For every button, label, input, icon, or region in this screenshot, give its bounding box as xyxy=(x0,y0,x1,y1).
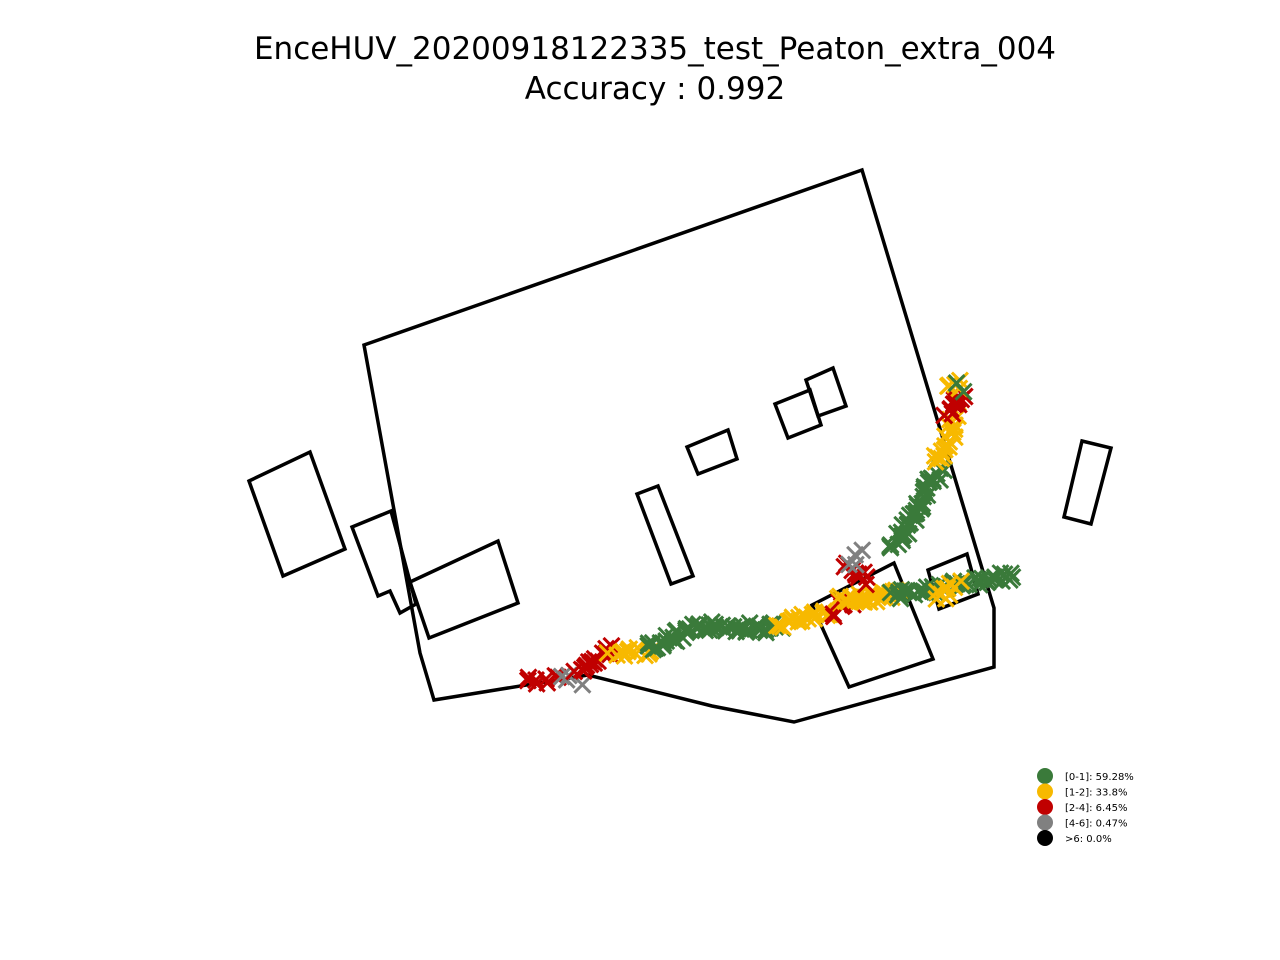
trajectory-point-1-2 xyxy=(945,420,964,439)
legend-label-0-1: [0-1]: 59.28% xyxy=(1065,772,1134,783)
trajectory-point-0-1 xyxy=(1001,564,1020,583)
trajectory-point-2-4 xyxy=(856,575,876,594)
trajectory-point-1-2 xyxy=(767,616,786,635)
trajectory-point-1-2 xyxy=(805,609,824,628)
trajectory-point-2-4 xyxy=(955,387,974,406)
trajectory-point-0-1 xyxy=(718,616,737,635)
building-small-top-outline xyxy=(803,365,849,419)
building-lower-left-outline xyxy=(407,538,521,641)
map-outlines xyxy=(246,167,1114,724)
trajectory-point-1-2 xyxy=(940,437,959,456)
chart-title: EnceHUV_20200918122335_test_Peaton_extra… xyxy=(254,31,1056,67)
legend-marker-6+ xyxy=(1037,830,1053,846)
legend: [0-1]: 59.28% [1-2]: 33.8% [2-4]: 6.45% [4-… xyxy=(1037,768,1134,846)
legend-label-2-4: [2-4]: 6.45% xyxy=(1065,803,1127,814)
legend-label-4-6: [4-6]: 0.47% xyxy=(1065,819,1127,830)
legend-marker-2-4 xyxy=(1037,799,1053,815)
legend-marker-4-6 xyxy=(1037,814,1053,831)
trajectory-point-1-2 xyxy=(952,572,971,591)
trajectory-point-2-4 xyxy=(949,395,968,414)
trajectory-point-0-1 xyxy=(1003,568,1022,587)
trajectory-point-4-6 xyxy=(839,555,859,574)
trajectory-markers xyxy=(518,371,1022,694)
building-far-right-outline xyxy=(1061,438,1114,527)
building-small-mid-outline xyxy=(684,427,740,477)
trajectory-point-4-6 xyxy=(853,541,872,560)
legend-label-6+: >6: 0.0% xyxy=(1065,834,1112,845)
legend-label-1-2: [1-2]: 33.8% xyxy=(1065,788,1127,799)
building-left-small-outline xyxy=(349,508,419,616)
chart-subtitle: Accuracy : 0.992 xyxy=(525,71,785,107)
trajectory-point-0-1 xyxy=(954,382,973,401)
building-main-outline xyxy=(362,167,996,724)
legend-marker-0-1 xyxy=(1037,768,1053,784)
building-narrow-outline xyxy=(634,483,696,587)
legend-marker-1-2 xyxy=(1037,783,1053,800)
trajectory-point-1-2 xyxy=(938,579,957,598)
building-left-outline xyxy=(246,449,348,579)
trajectory-point-2-4 xyxy=(597,639,616,658)
building-small-upper-outline xyxy=(772,387,824,441)
